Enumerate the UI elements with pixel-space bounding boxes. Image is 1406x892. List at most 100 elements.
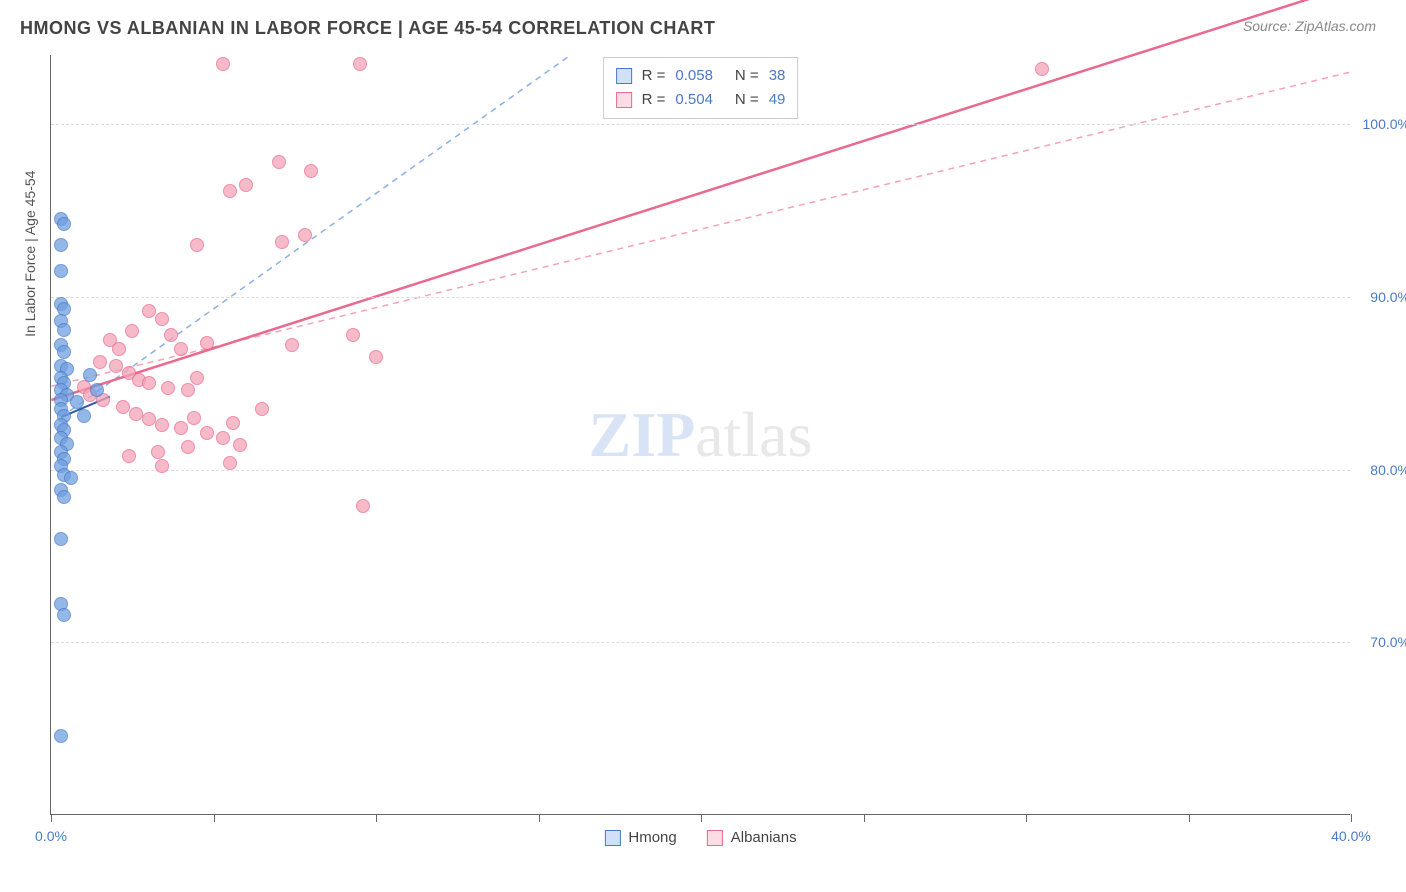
data-point-albanians — [112, 342, 126, 356]
x-tick-label: 0.0% — [35, 828, 67, 844]
x-tick — [376, 814, 377, 822]
x-tick — [864, 814, 865, 822]
data-point-albanians — [155, 418, 169, 432]
data-point-hmong — [90, 383, 104, 397]
data-point-hmong — [57, 345, 71, 359]
data-point-albanians — [161, 381, 175, 395]
x-tick — [539, 814, 540, 822]
x-tick — [1026, 814, 1027, 822]
y-tick-label: 70.0% — [1355, 634, 1406, 650]
legend-series-item: Hmong — [604, 829, 676, 846]
y-tick-label: 90.0% — [1355, 289, 1406, 305]
legend-n-label: N = — [735, 88, 759, 112]
data-point-albanians — [275, 235, 289, 249]
data-point-hmong — [54, 238, 68, 252]
data-point-albanians — [125, 324, 139, 338]
data-point-albanians — [190, 371, 204, 385]
data-point-albanians — [200, 426, 214, 440]
series-legend: Hmong Albanians — [604, 829, 796, 846]
gridline-h — [51, 297, 1350, 298]
data-point-albanians — [155, 459, 169, 473]
data-point-albanians — [155, 312, 169, 326]
data-point-albanians — [174, 421, 188, 435]
data-point-albanians — [200, 336, 214, 350]
data-point-albanians — [285, 338, 299, 352]
data-point-hmong — [57, 323, 71, 337]
data-point-albanians — [272, 155, 286, 169]
data-point-albanians — [304, 164, 318, 178]
legend-r-value: 0.058 — [675, 64, 713, 88]
gridline-h — [51, 642, 1350, 643]
data-point-albanians — [353, 57, 367, 71]
data-point-hmong — [54, 729, 68, 743]
legend-r-value: 0.504 — [675, 88, 713, 112]
data-point-albanians — [190, 238, 204, 252]
data-point-albanians — [122, 449, 136, 463]
data-point-hmong — [83, 368, 97, 382]
data-point-albanians — [346, 328, 360, 342]
data-point-albanians — [216, 57, 230, 71]
legend-swatch — [707, 830, 723, 846]
data-point-albanians — [181, 440, 195, 454]
data-point-albanians — [226, 416, 240, 430]
x-tick-label: 40.0% — [1331, 828, 1371, 844]
gridline-h — [51, 124, 1350, 125]
data-point-hmong — [57, 490, 71, 504]
legend-row: R = 0.058 N = 38 — [616, 64, 786, 88]
x-tick — [1351, 814, 1352, 822]
data-point-albanians — [142, 304, 156, 318]
data-point-albanians — [129, 407, 143, 421]
trend-lines-layer — [51, 55, 1350, 814]
source-credit: Source: ZipAtlas.com — [1243, 18, 1376, 34]
legend-n-label: N = — [735, 64, 759, 88]
data-point-albanians — [181, 383, 195, 397]
legend-row: R = 0.504 N = 49 — [616, 88, 786, 112]
data-point-albanians — [298, 228, 312, 242]
x-tick — [214, 814, 215, 822]
y-tick-label: 80.0% — [1355, 462, 1406, 478]
data-point-hmong — [57, 608, 71, 622]
data-point-hmong — [57, 217, 71, 231]
data-point-albanians — [239, 178, 253, 192]
y-tick-label: 100.0% — [1355, 116, 1406, 132]
legend-n-value: 38 — [769, 64, 786, 88]
data-point-albanians — [255, 402, 269, 416]
legend-swatch — [616, 68, 632, 84]
x-tick — [701, 814, 702, 822]
data-point-hmong — [54, 532, 68, 546]
data-point-albanians — [93, 355, 107, 369]
data-point-albanians — [142, 412, 156, 426]
data-point-hmong — [77, 409, 91, 423]
x-tick — [1189, 814, 1190, 822]
data-point-albanians — [187, 411, 201, 425]
legend-swatch — [616, 92, 632, 108]
legend-series-label: Albanians — [731, 829, 797, 846]
legend-series-item: Albanians — [707, 829, 797, 846]
correlation-legend: R = 0.058 N = 38 R = 0.504 N = 49 — [603, 57, 799, 119]
plot-area: ZIPatlas R =0.058N =38R =0.504N =49 Hmon… — [50, 55, 1350, 815]
data-point-albanians — [109, 359, 123, 373]
data-point-hmong — [54, 264, 68, 278]
data-point-albanians — [151, 445, 165, 459]
data-point-albanians — [216, 431, 230, 445]
watermark: ZIPatlas — [589, 398, 813, 472]
legend-series-label: Hmong — [628, 829, 676, 846]
data-point-albanians — [233, 438, 247, 452]
x-tick — [51, 814, 52, 822]
legend-r-label: R = — [642, 88, 666, 112]
data-point-albanians — [223, 184, 237, 198]
legend-n-value: 49 — [769, 88, 786, 112]
data-point-albanians — [164, 328, 178, 342]
data-point-albanians — [142, 376, 156, 390]
chart-title: HMONG VS ALBANIAN IN LABOR FORCE | AGE 4… — [20, 18, 715, 39]
data-point-albanians — [223, 456, 237, 470]
data-point-albanians — [356, 499, 370, 513]
data-point-albanians — [116, 400, 130, 414]
data-point-albanians — [369, 350, 383, 364]
data-point-hmong — [64, 471, 78, 485]
data-point-albanians — [1035, 62, 1049, 76]
legend-r-label: R = — [642, 64, 666, 88]
legend-swatch — [604, 830, 620, 846]
gridline-h — [51, 470, 1350, 471]
data-point-hmong — [70, 395, 84, 409]
